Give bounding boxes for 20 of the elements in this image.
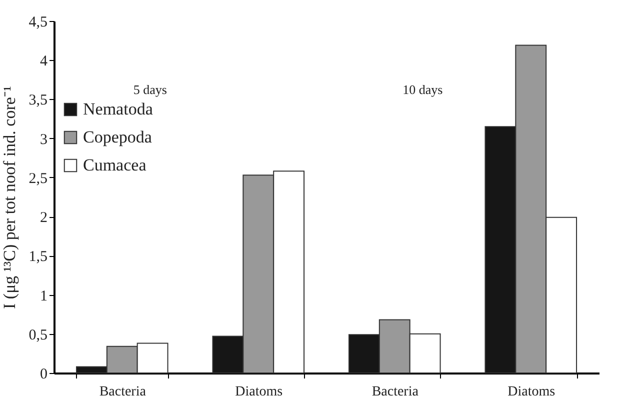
- y-tick-label: 4,5: [28, 14, 48, 30]
- y-tick-label: 3,5: [28, 92, 48, 109]
- x-tick-label: Bacteria: [372, 384, 420, 400]
- legend-label: Copepoda: [83, 128, 152, 146]
- annotation: 5 days: [133, 82, 167, 97]
- x-tick-label: Diatoms: [235, 384, 283, 400]
- y-tick-label: 1: [40, 288, 48, 304]
- y-tick-label: 2,5: [28, 170, 48, 187]
- legend-label: Nematoda: [83, 100, 154, 118]
- x-tick-label: Bacteria: [99, 384, 147, 400]
- annotation: 10 days: [402, 82, 443, 97]
- y-tick-label: 1,5: [28, 249, 48, 266]
- legend-label: Cumacea: [83, 156, 147, 174]
- y-axis-title: I (μg ¹³C) per tot noof ind. core⁻¹: [0, 86, 19, 310]
- y-tick-label: 3: [40, 132, 48, 148]
- y-tick-label: 2: [40, 210, 48, 226]
- y-tick-label: 0,5: [28, 327, 48, 344]
- y-tick-label: 4: [40, 54, 48, 70]
- y-tick-label: 0: [40, 366, 48, 382]
- x-tick-label: Diatoms: [508, 384, 556, 400]
